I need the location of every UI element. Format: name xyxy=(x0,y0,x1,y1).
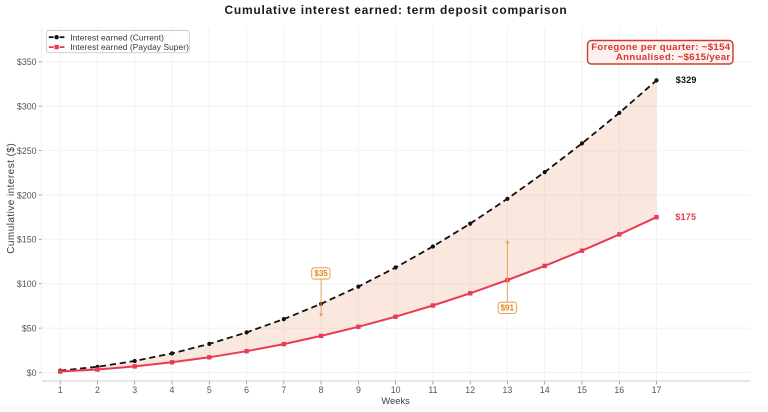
svg-text:Interest earned (Current): Interest earned (Current) xyxy=(70,32,164,42)
svg-text:Cumulative interest ($): Cumulative interest ($) xyxy=(6,143,17,254)
svg-text:4: 4 xyxy=(170,385,175,395)
svg-text:Weeks: Weeks xyxy=(381,395,410,406)
svg-text:Foregone per quarter: ~$154: Foregone per quarter: ~$154 xyxy=(591,42,731,53)
svg-text:5: 5 xyxy=(207,385,212,395)
svg-text:2: 2 xyxy=(95,385,100,395)
svg-text:Cumulative interest earned: te: Cumulative interest earned: term deposit… xyxy=(225,3,568,17)
svg-text:Interest earned (Payday Super): Interest earned (Payday Super) xyxy=(70,42,189,52)
svg-text:$91: $91 xyxy=(501,303,515,312)
svg-text:15: 15 xyxy=(577,385,587,395)
svg-text:3: 3 xyxy=(132,385,137,395)
svg-text:13: 13 xyxy=(503,385,513,395)
svg-text:9: 9 xyxy=(356,385,361,395)
svg-text:6: 6 xyxy=(244,385,249,395)
svg-text:$300: $300 xyxy=(17,102,37,112)
svg-text:$250: $250 xyxy=(17,146,37,156)
svg-text:$200: $200 xyxy=(17,190,37,200)
svg-text:$150: $150 xyxy=(17,235,37,245)
svg-text:$329: $329 xyxy=(676,75,697,85)
svg-text:$0: $0 xyxy=(27,368,37,378)
svg-text:$35: $35 xyxy=(314,269,328,278)
svg-text:14: 14 xyxy=(540,385,550,395)
svg-text:12: 12 xyxy=(465,385,475,395)
svg-text:11: 11 xyxy=(428,385,437,395)
svg-text:Annualised: ~$615/year: Annualised: ~$615/year xyxy=(616,52,731,63)
svg-text:8: 8 xyxy=(319,385,324,395)
svg-text:17: 17 xyxy=(652,385,662,395)
svg-text:1: 1 xyxy=(58,385,63,395)
svg-text:$350: $350 xyxy=(17,57,37,67)
svg-text:$100: $100 xyxy=(17,279,37,289)
svg-text:7: 7 xyxy=(281,385,286,395)
svg-text:$50: $50 xyxy=(22,323,37,333)
svg-text:16: 16 xyxy=(614,385,624,395)
svg-text:$175: $175 xyxy=(675,212,696,222)
svg-text:10: 10 xyxy=(391,385,401,395)
